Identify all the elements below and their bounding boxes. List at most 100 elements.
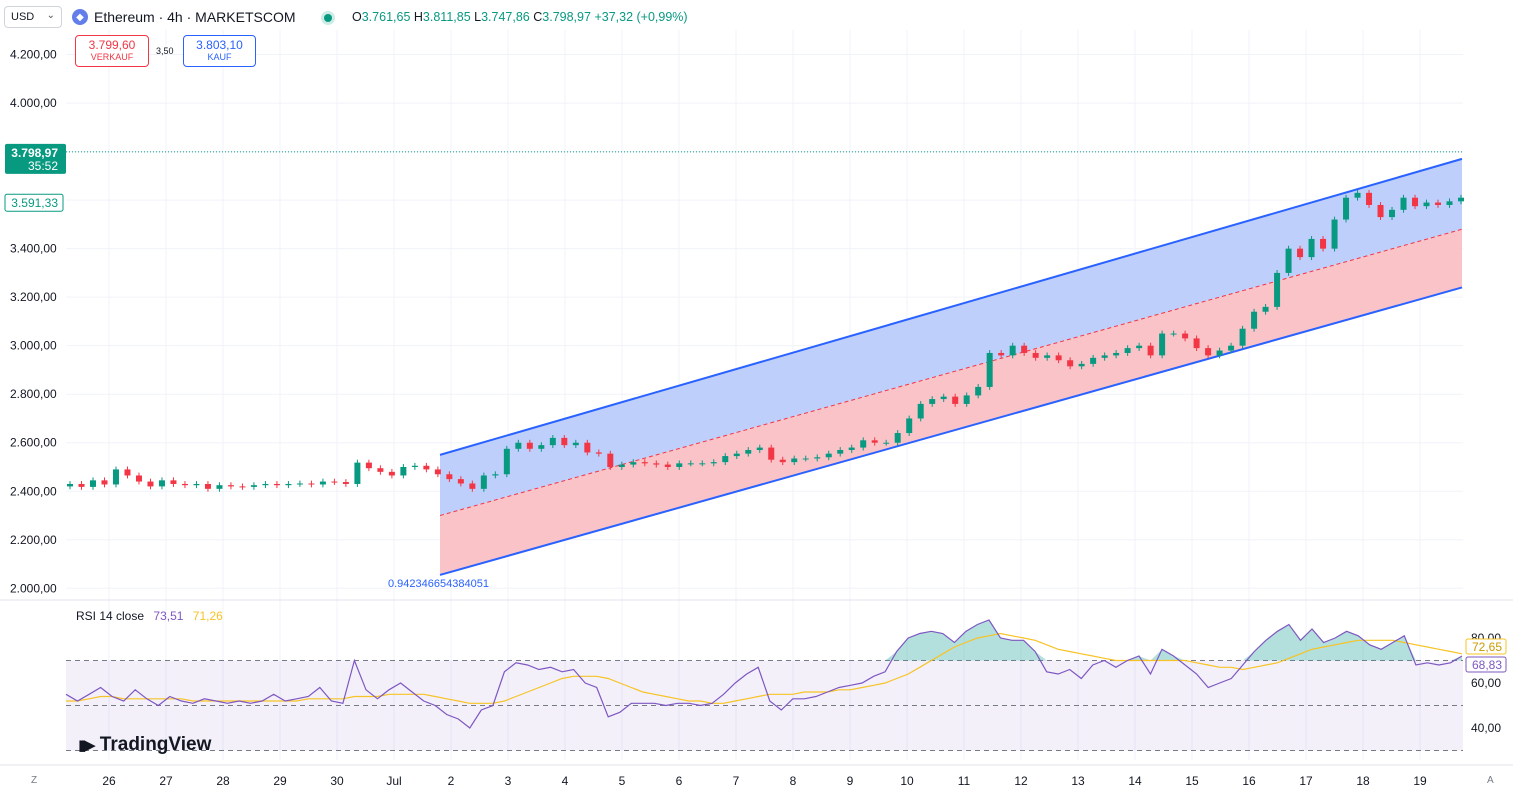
tradingview-logo[interactable]: ▮▶ TradingView	[78, 734, 211, 756]
x-tick-label: 15	[1185, 774, 1199, 788]
candle-body	[802, 458, 809, 460]
candle-body	[1193, 338, 1200, 349]
candle-body	[296, 483, 303, 485]
level-value: 3.591,33	[11, 196, 58, 210]
candle-body	[561, 437, 568, 446]
ohlc-change: +37,32 (+0,99%)	[594, 10, 688, 24]
candle-body	[250, 485, 257, 487]
candle-body	[1239, 328, 1246, 346]
x-tick-label: 18	[1356, 774, 1370, 788]
candle-body	[1044, 355, 1051, 358]
candle-body	[331, 481, 338, 483]
candle-body	[538, 445, 545, 449]
candle-body	[1389, 209, 1396, 218]
candle-body	[204, 483, 211, 489]
candle-body	[480, 475, 487, 489]
fib-label: 0.942346654384051	[388, 578, 489, 590]
candle-body	[1458, 197, 1464, 202]
candle-body	[1055, 355, 1062, 361]
rsi-tick-label: 40,00	[1471, 721, 1501, 735]
candle-body	[572, 442, 579, 446]
buy-button[interactable]: 3.803,10 KAUF	[183, 35, 256, 67]
candle-body	[618, 464, 625, 467]
x-tick-label: 16	[1242, 774, 1256, 788]
sell-button[interactable]: 3.799,60 VERKAUF	[75, 35, 149, 67]
y-tick-label: 3.200,00	[10, 290, 57, 304]
candle-body	[929, 399, 936, 404]
tradingview-wordmark: TradingView	[99, 734, 212, 755]
candle-body	[584, 442, 591, 453]
candle-body	[1228, 345, 1235, 351]
x-tick-label: 13	[1071, 774, 1085, 788]
candle-body	[1170, 333, 1177, 335]
candle-body	[434, 469, 441, 475]
candle-body	[1446, 201, 1453, 205]
candle-body	[894, 433, 901, 443]
candle-body	[848, 447, 855, 451]
x-tick-label: 26	[102, 774, 116, 788]
candle-body	[135, 475, 142, 482]
candle-body	[940, 396, 947, 400]
x-tick-label: 2	[448, 774, 455, 788]
rsi-title: RSI 14 close	[76, 609, 145, 623]
candle-body	[1343, 197, 1350, 220]
candle-body	[1377, 204, 1384, 218]
x-tick-label: 19	[1413, 774, 1427, 788]
zoom-label[interactable]: Z	[31, 775, 38, 786]
candle-body	[1274, 272, 1281, 307]
candle-body	[883, 442, 890, 444]
candle-body	[158, 480, 165, 487]
candle-body	[1101, 355, 1108, 358]
candle-body	[1435, 202, 1442, 205]
buy-price: 3.803,10	[196, 38, 243, 52]
candle-body	[446, 474, 453, 480]
rsi-ma-value: 71,26	[192, 609, 223, 623]
auto-scale-label[interactable]: A	[1487, 775, 1494, 786]
last-price-tag	[5, 143, 66, 174]
symbol-label: Ethereum · 4h · MARKETSCOM	[94, 9, 296, 25]
regression-channel: 0.942346654384051	[388, 157, 1463, 590]
candle-body	[1354, 192, 1361, 198]
tradingview-mark-icon: ▮▶	[78, 737, 96, 754]
candle-body	[1067, 360, 1074, 367]
x-tick-label: 12	[1014, 774, 1028, 788]
candle-body	[986, 352, 993, 387]
candle-body	[1331, 219, 1338, 249]
candle-body	[641, 462, 648, 464]
ohlc-high: 3.811,85	[422, 10, 471, 24]
candle-body	[457, 479, 464, 484]
candle-body	[526, 442, 533, 449]
candle-body	[124, 469, 131, 476]
x-tick-label: 3	[505, 774, 512, 788]
rsi-legend[interactable]: RSI 14 close 73,51 71,26	[76, 609, 223, 623]
candle-body	[710, 462, 717, 464]
candle-body	[1159, 333, 1166, 356]
sell-label: VERKAUF	[90, 52, 134, 62]
y-tick-label: 4.000,00	[10, 96, 57, 110]
candle-body	[998, 352, 1005, 356]
currency-selector[interactable]: USD ⌄	[4, 6, 62, 28]
symbol-title[interactable]: ◆ Ethereum · 4h · MARKETSCOM	[72, 9, 296, 25]
candle-body	[975, 386, 982, 396]
candle-body	[699, 463, 706, 465]
candle-body	[147, 481, 154, 487]
channel-upper-line	[439, 157, 1463, 456]
candle-body	[101, 480, 108, 485]
candle-body	[170, 480, 177, 484]
rsi-tag	[1465, 656, 1507, 673]
candle-body	[1366, 192, 1373, 205]
candle-body	[400, 466, 407, 476]
candle-body	[687, 463, 694, 465]
rsi-value: 73,51	[153, 609, 184, 623]
candle-body	[722, 456, 729, 463]
ohlc-low: 3.747,86	[481, 10, 530, 24]
candle-body	[1297, 248, 1304, 258]
candle-body	[676, 463, 683, 467]
candle-body	[1078, 363, 1085, 367]
candle-body	[1009, 345, 1016, 356]
candle-body	[837, 450, 844, 454]
candle-body	[89, 480, 96, 487]
candle-body	[365, 462, 372, 469]
candle-body	[262, 483, 269, 486]
